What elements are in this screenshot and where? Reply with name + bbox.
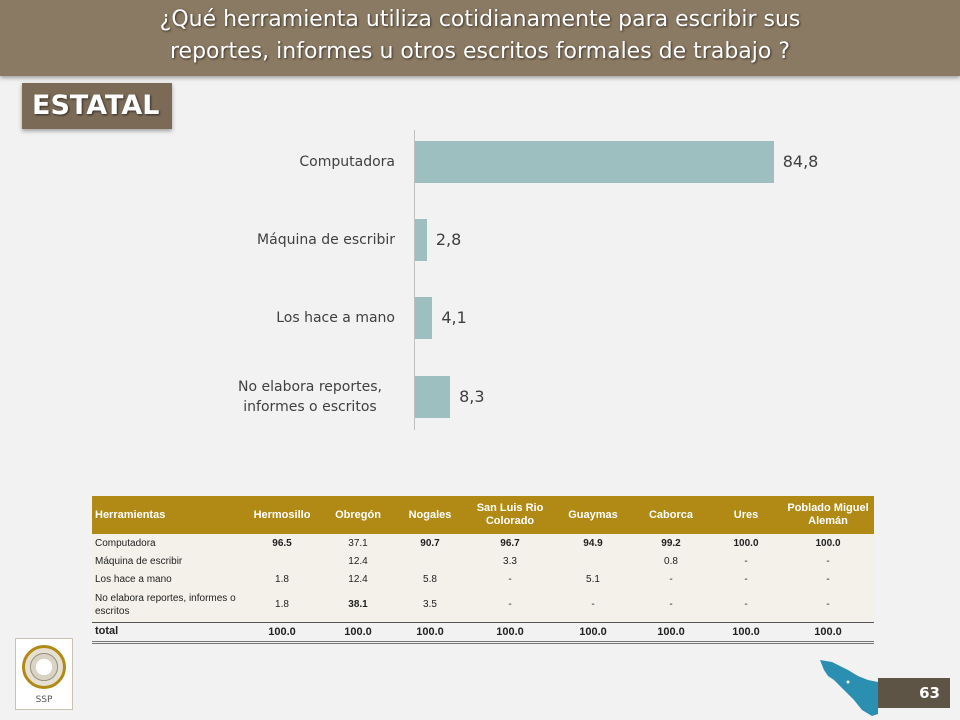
table-cell: - [632,570,710,588]
section-label: ESTATAL [32,90,160,121]
table-cell: - [632,588,710,622]
table-cell: - [782,552,874,570]
logo-label: SSP [35,695,53,705]
table-cell: 1.8 [242,570,322,588]
row-label: Máquina de escribir [92,552,242,570]
table-cell: - [782,588,874,622]
table-row: Los hace a mano 1.8 12.4 5.8 - 5.1 - - - [92,570,874,588]
table-cell: 0.8 [632,552,710,570]
category-label: Máquina de escribir [257,232,395,248]
table-cell: 1.8 [242,588,322,622]
table-cell: 96.7 [466,534,554,552]
table-cell: 96.5 [242,534,322,552]
table-cell: 5.8 [394,570,466,588]
column-header: Caborca [632,496,710,534]
table-cell [554,552,632,570]
table-cell: 3.3 [466,552,554,570]
row-label: Los hace a mano [92,570,242,588]
table-cell: 99.2 [632,534,710,552]
table-cell: 90.7 [394,534,466,552]
table-cell: 100.0 [782,534,874,552]
chart-bar [415,219,427,261]
table-row: No elabora reportes, informes o escritos… [92,588,874,622]
table-cell: - [466,570,554,588]
table-cell: 5.1 [554,570,632,588]
chart-bar [415,141,774,183]
table-cell: 100.0 [554,621,632,644]
value-label: 84,8 [782,152,819,171]
table-cell: 94.9 [554,534,632,552]
table-cell: 100.0 [394,621,466,644]
sonora-map-icon [820,660,878,716]
table-total-row: total 100.0 100.0 100.0 100.0 100.0 100.… [92,621,874,644]
column-header: Obregón [322,496,394,534]
title-bar: ¿Qué herramienta utiliza cotidianamente … [0,0,960,76]
column-header: Hermosillo [242,496,322,534]
table-cell: 3.5 [394,588,466,622]
section-tab: ESTATAL [22,83,172,129]
table-cell: 100.0 [322,621,394,644]
page-number: 63 [919,684,940,702]
column-header: Nogales [394,496,466,534]
ssp-logo: SSP [15,638,73,710]
category-label: Computadora [299,154,395,170]
chart-bar [415,297,433,339]
value-label: 4,1 [441,308,467,327]
chart-axis [414,130,415,430]
column-header: Poblado Miguel Alemán [782,496,874,534]
table-cell: - [710,552,782,570]
chart-bar [415,376,451,418]
table-header-row: Herramientas Hermosillo Obregón Nogales … [92,496,874,534]
table-cell: 100.0 [710,621,782,644]
row-label: Computadora [92,534,242,552]
column-header: San Luis Rio Colorado [466,496,554,534]
value-label: 2,8 [435,230,462,249]
table-cell: - [782,570,874,588]
value-label: 8,3 [459,387,485,406]
page-number-box: 63 [878,678,950,708]
column-header: Ures [710,496,782,534]
table-cell: 38.1 [322,588,394,622]
table-cell [394,552,466,570]
data-table: Herramientas Hermosillo Obregón Nogales … [92,496,874,644]
table-cell: 100.0 [782,621,874,644]
table-cell: - [710,570,782,588]
row-label: total [92,621,242,644]
table-cell: - [710,588,782,622]
table-cell [242,552,322,570]
table-row: Computadora 96.5 37.1 90.7 96.7 94.9 99.… [92,534,874,552]
table-cell: 100.0 [632,621,710,644]
table-cell: 37.1 [322,534,394,552]
column-header: Guaymas [554,496,632,534]
table-cell: - [466,588,554,622]
table-cell: 12.4 [322,552,394,570]
table-row: Máquina de escribir 12.4 3.3 0.8 - - [92,552,874,570]
table-cell: 100.0 [710,534,782,552]
table-cell: 12.4 [322,570,394,588]
table-cell: - [554,588,632,622]
page-title: ¿Qué herramienta utiliza cotidianamente … [159,7,801,64]
seal-icon [22,645,66,689]
table-cell: 100.0 [242,621,322,644]
category-label: Los hace a mano [276,310,395,326]
column-header: Herramientas [92,496,242,534]
table-cell: 100.0 [466,621,554,644]
row-label: No elabora reportes, informes o escritos [92,588,242,622]
category-label: No elabora reportes, informes o escritos [238,379,382,415]
